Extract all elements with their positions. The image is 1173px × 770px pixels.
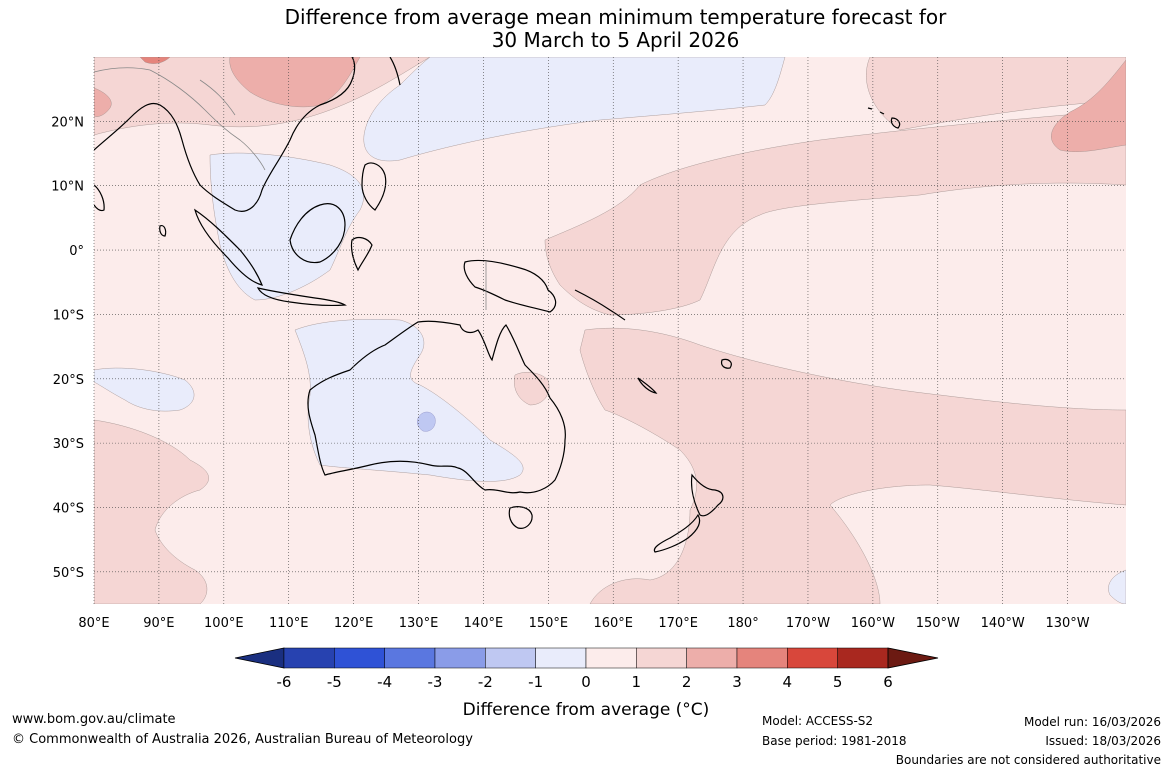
colorbar-cell [636,647,687,669]
colorbar-label: Difference from average (°C) [463,700,710,720]
colorbar-min-extension [234,647,285,669]
colorbar-cell [585,647,637,669]
longitude-tick-label: 120°E [334,616,374,631]
colorbar-cell [434,647,486,669]
issued-date: Issued: 18/03/2026 [1045,734,1161,748]
latitude-tick-label: 10°N [51,180,84,195]
colorbar-tick-label: 5 [833,673,843,691]
longitude-tick-label: 170°W [786,616,830,631]
colorbar-tick-label: -2 [478,673,493,691]
latitude-tick-label: 20°N [51,115,84,130]
longitude-tick-label: 180° [727,616,758,631]
anomaly-region-china-hot [229,57,361,108]
chart-title-line1: Difference from average mean minimum tem… [284,5,947,29]
boundaries-disclaimer: Boundaries are not considered authoritat… [895,753,1161,767]
colorbar-cell [535,647,587,669]
longitude-tick-label: 150°W [916,616,960,631]
colorbar-tick-label: 1 [632,673,642,691]
longitude-tick-label: 140°W [981,616,1025,631]
new-zealand-south-coastline [653,513,701,553]
longitude-tick-label: 150°E [529,616,569,631]
new-caledonia-coastline [637,377,658,394]
colorbar-tick-label: 3 [732,673,742,691]
colorbar-cell [686,647,738,669]
latitude-tick-label: 20°S [53,373,84,388]
japan-coastline [389,57,401,86]
colorbar-max-extension [887,647,939,669]
anomaly-region-north-pacific-cool [363,57,786,162]
model-run-date: Model run: 16/03/2026 [1023,715,1161,729]
asia-mainland-coastline [94,57,356,212]
longitude-tick-label: 160°E [593,616,633,631]
longitude-tick-label: 160°W [851,616,895,631]
website-link[interactable]: www.bom.gov.au/climate [12,712,176,727]
sri-lanka-coastline [159,225,167,237]
colorbar-cell [384,647,436,669]
latitude-tick-label: 0° [69,244,84,259]
philippines-coastline [361,162,387,211]
colorbar-tick-label: 2 [682,673,692,691]
colorbar-cell [837,647,889,669]
longitude-tick-label: 80°E [78,616,109,631]
latitude-tick-label: 40°S [53,501,84,516]
anomaly-region-northeast-pacific-hot [1051,59,1126,152]
latitude-tick-label: 10°S [53,308,84,323]
india-coastline [94,184,105,212]
anomaly-region-india-hot [94,87,112,117]
longitude-tick-label: 170°E [658,616,698,631]
new-guinea-coastline [463,259,557,313]
longitude-tick-label: 90°E [143,616,174,631]
hawaii-coastline [867,107,901,129]
borneo-coastline [289,203,346,264]
colorbar-tick-label: -5 [327,673,342,691]
anomaly-region-maritime-cool [209,152,364,301]
longitude-tick-label: 140°E [464,616,504,631]
anomaly-region-south-pacific-warm [579,327,1126,604]
solomon-islands-coastline [574,289,626,321]
latitude-tick-label: 30°S [53,437,84,452]
sulawesi-coastline [350,236,373,272]
fiji-coastline [720,358,732,369]
colorbar-tick-label: 4 [783,673,793,691]
colorbar-tick-label: -4 [377,673,392,691]
sumatra-coastline [193,208,263,286]
country-borders [94,67,487,310]
copyright-text: © Commonwealth of Australia 2026, Austra… [12,732,473,747]
anomaly-region-red-spot [139,57,171,64]
latitude-tick-label: 50°S [53,566,84,581]
longitude-tick-labels: 80°E 90°E 100°E 110°E 120°E 130°E 140°E 150°E 16… [78,616,1089,631]
new-zealand-north-coastline [690,473,724,517]
colorbar-tick-label: -1 [528,673,543,691]
colorbar-cell [736,647,788,669]
colorbar-tick-label: 0 [581,673,591,691]
colorbar-tick-label: -6 [277,673,292,691]
anomaly-region-west-australia-cool [294,319,524,482]
anomaly-region-wa-interior-cooler [417,411,436,432]
colorbar-cell [787,647,838,669]
colorbar-tick-label: -3 [428,673,443,691]
java-coastline [256,287,347,306]
coastlines [94,57,901,553]
colorbar-cell [283,647,335,669]
colorbar: -6 -5 -4 -3 -2 -1 0 1 2 3 4 5 6 Difference from aver… [234,647,939,720]
anomaly-region-pacific-warm [544,109,1126,316]
longitude-tick-label: 100°E [204,616,244,631]
colorbar-cell [485,647,536,669]
longitude-tick-label: 130°W [1045,616,1089,631]
anomaly-region-indian-ocean-warm [94,419,209,604]
longitude-tick-label: 110°E [269,616,309,631]
model-name: Model: ACCESS-S2 [762,714,874,728]
anomaly-region-southeast-pacific-cool [1108,569,1126,604]
latitude-tick-labels: 20°N 10°N 0° 10°S 20°S 30°S 40°S 50°S [51,115,84,580]
colorbar-tick-label: 6 [883,673,893,691]
graticule-grid [93,57,1126,604]
longitude-tick-label: 130°E [399,616,439,631]
chart-title-line2: 30 March to 5 April 2026 [491,28,740,52]
colorbar-cell [334,647,385,669]
australia-coastline [307,320,566,494]
base-period: Base period: 1981-2018 [762,734,907,748]
